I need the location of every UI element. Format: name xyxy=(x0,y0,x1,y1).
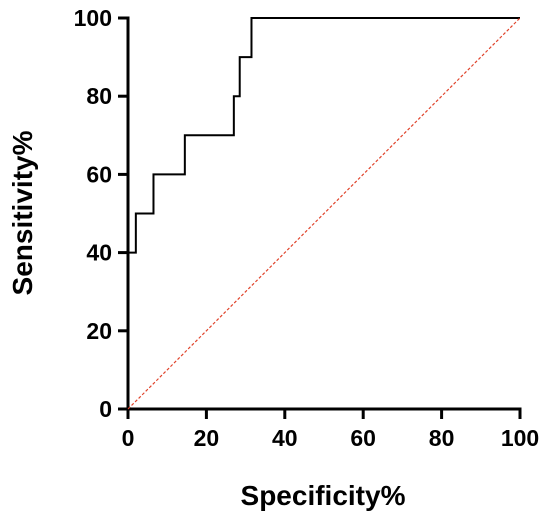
series-layer xyxy=(127,17,521,410)
y-tick-label: 20 xyxy=(86,318,112,344)
y-tick-label: 80 xyxy=(86,83,112,109)
x-axis-title: Specificity% xyxy=(241,480,406,511)
roc-curve-line xyxy=(127,17,520,409)
x-tick-label: 40 xyxy=(272,425,298,451)
plot-area: 0 20 40 60 80 100 0 20 40 60 80 100 xyxy=(74,5,540,451)
x-tick-label: 20 xyxy=(194,425,220,451)
y-tick-label: 60 xyxy=(86,161,112,187)
x-axis-ticks: 0 20 40 60 80 100 xyxy=(122,409,539,451)
y-tick-label: 40 xyxy=(86,240,112,266)
x-tick-label: 0 xyxy=(122,425,135,451)
y-tick-label: 0 xyxy=(99,396,112,422)
x-tick-label: 60 xyxy=(350,425,376,451)
y-tick-label: 100 xyxy=(74,5,112,31)
y-axis-ticks: 0 20 40 60 80 100 xyxy=(74,5,128,422)
x-tick-label: 100 xyxy=(501,425,539,451)
y-axis-title: Sensitivity% xyxy=(7,130,38,295)
reference-diagonal-line xyxy=(127,17,521,410)
x-tick-label: 80 xyxy=(429,425,455,451)
